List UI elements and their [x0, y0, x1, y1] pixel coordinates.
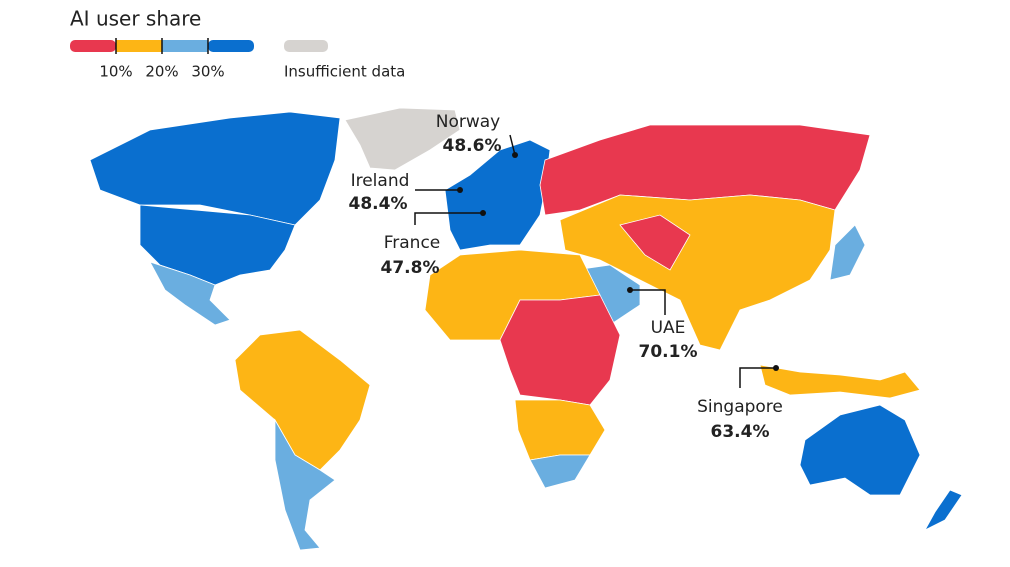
- southern-africa: [514, 399, 606, 461]
- canada: [89, 111, 341, 226]
- callout-name: Singapore: [697, 397, 783, 417]
- callout-value: 63.4%: [711, 422, 770, 442]
- callout-name: Norway: [436, 112, 501, 132]
- callout-name: Ireland: [351, 171, 410, 191]
- leader-dot: [627, 287, 633, 293]
- greenland: [344, 107, 461, 171]
- legend-swatch: [208, 40, 254, 52]
- legend-tick-label: 20%: [145, 63, 178, 81]
- callout-name: UAE: [651, 318, 686, 338]
- indonesia: [759, 364, 921, 399]
- legend-title: AI user share: [70, 7, 201, 31]
- no-data-label: Insufficient data: [284, 63, 405, 81]
- leader-line: [509, 134, 516, 156]
- southern-cone: [274, 418, 336, 551]
- callout-name: France: [384, 233, 441, 253]
- leader-dot: [512, 152, 518, 158]
- callout-value: 70.1%: [639, 342, 698, 362]
- central-africa: [499, 294, 621, 406]
- south-africa: [529, 454, 591, 489]
- leader-line: [414, 212, 483, 225]
- australia: [799, 404, 921, 496]
- europe: [444, 139, 551, 251]
- callout-value: 48.6%: [443, 136, 502, 156]
- world-map: [89, 107, 963, 551]
- legend-swatch: [116, 40, 162, 52]
- legend-tick-label: 10%: [99, 63, 132, 81]
- legend-tick-label: 30%: [191, 63, 224, 81]
- no-data-swatch: [284, 40, 328, 52]
- leader-dot: [480, 210, 486, 216]
- leader-line: [630, 289, 666, 315]
- mexico: [149, 261, 231, 326]
- usa: [139, 204, 296, 286]
- legend-swatch: [162, 40, 208, 52]
- leader-dot: [773, 365, 779, 371]
- callout-value: 48.4%: [349, 194, 408, 214]
- leader-line: [739, 367, 776, 388]
- legend: 10% 20% 30%: [70, 38, 254, 81]
- central-asia: [619, 214, 691, 271]
- new-zealand: [924, 489, 963, 531]
- japan: [829, 224, 866, 281]
- legend-swatch: [70, 40, 116, 52]
- leader-dot: [457, 187, 463, 193]
- south-america: [234, 329, 371, 471]
- callout-value: 47.8%: [381, 258, 440, 278]
- callouts: Norway 48.6% Ireland 48.4% France 47.8% …: [349, 112, 783, 442]
